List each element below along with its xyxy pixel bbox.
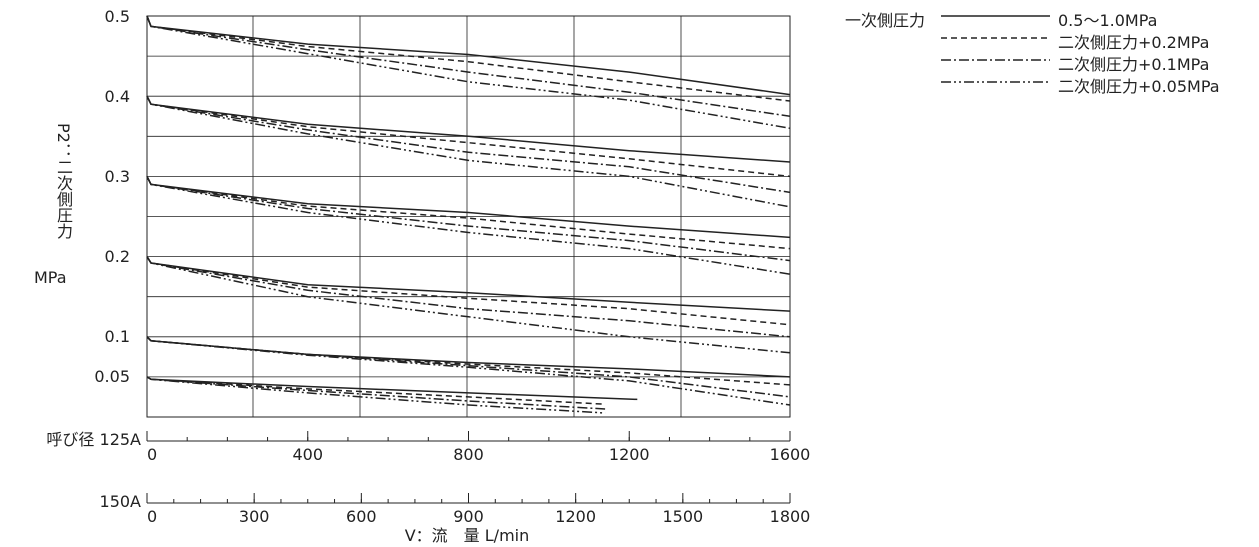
- x-tick-label: 1600: [770, 445, 811, 464]
- x-axis-150a: 0 300 600 900 1200 1500 1800 150A: [100, 492, 811, 526]
- curve-dashdotdot-0.1: [146, 336, 791, 406]
- curve-dashdotdot-0.4: [146, 95, 791, 208]
- plot-curves: [146, 15, 791, 414]
- curve-dashed-0.5: [146, 15, 791, 102]
- x-axis-125a: 0 400 800 1200 1600 呼び径 125A: [46, 430, 810, 464]
- curve-dashdotdot-0.3: [146, 176, 791, 275]
- curve-dashed-0.1: [146, 336, 791, 386]
- y-tick-label: 0.4: [105, 87, 130, 106]
- x-tick-label: 300: [239, 507, 270, 526]
- curve-solid-0.3: [146, 176, 791, 239]
- curve-dashdotdot-0.2: [146, 256, 791, 354]
- y-tick-label: 0.5: [105, 7, 130, 26]
- x-tick-label: 800: [453, 445, 484, 464]
- legend-lines: [941, 15, 1050, 83]
- legend-title: 一次側圧力: [845, 11, 926, 30]
- curve-dashdot-0.4: [146, 95, 791, 194]
- x-axis-size-label: 150A: [100, 492, 142, 511]
- curve-solid-0.05: [146, 376, 638, 401]
- x-tick-label: 1200: [555, 507, 596, 526]
- legend-label-dashdot: 二次側圧力+0.1MPa: [1058, 55, 1210, 74]
- legend-label-dashdotdot: 二次側圧力+0.05MPa: [1058, 77, 1220, 96]
- y-tick-label: 0.05: [94, 367, 130, 386]
- x-axis-size-label: 呼び径 125A: [46, 430, 141, 449]
- x-tick-label: 900: [453, 507, 484, 526]
- x-tick-label: 400: [292, 445, 323, 464]
- y-tick-label: 0.2: [105, 247, 130, 266]
- y-tick-label: 0.3: [105, 167, 130, 186]
- curve-dashdot-0.5: [146, 15, 791, 118]
- legend-label-solid: 0.5〜1.0MPa: [1058, 11, 1158, 30]
- x-tick-label: 1800: [770, 507, 811, 526]
- curve-dashed-0.05: [146, 376, 606, 405]
- x-tick-label: 600: [346, 507, 377, 526]
- plot-grid: [146, 15, 791, 418]
- curve-solid-0.5: [146, 15, 791, 96]
- x-tick-label: 0: [147, 445, 157, 464]
- y-axis-label: P2：二次側圧力: [54, 123, 73, 239]
- x-axis-label: V：流 量 L/min: [405, 526, 530, 545]
- x-tick-label: 1500: [662, 507, 703, 526]
- legend-label-dashed: 二次側圧力+0.2MPa: [1058, 33, 1210, 52]
- y-axis-unit: MPa: [34, 268, 67, 287]
- curve-dashdotdot-0.05: [146, 376, 606, 414]
- curve-dashdotdot-0.5: [146, 15, 791, 130]
- curve-dashed-0.2: [146, 256, 791, 326]
- x-tick-label: 1200: [609, 445, 650, 464]
- y-axis-ticks: 0.5 0.4 0.3 0.2 0.1 0.05: [94, 7, 130, 386]
- curve-solid-0.2: [146, 256, 791, 312]
- x-tick-label: 0: [147, 507, 157, 526]
- y-tick-label: 0.1: [105, 327, 130, 346]
